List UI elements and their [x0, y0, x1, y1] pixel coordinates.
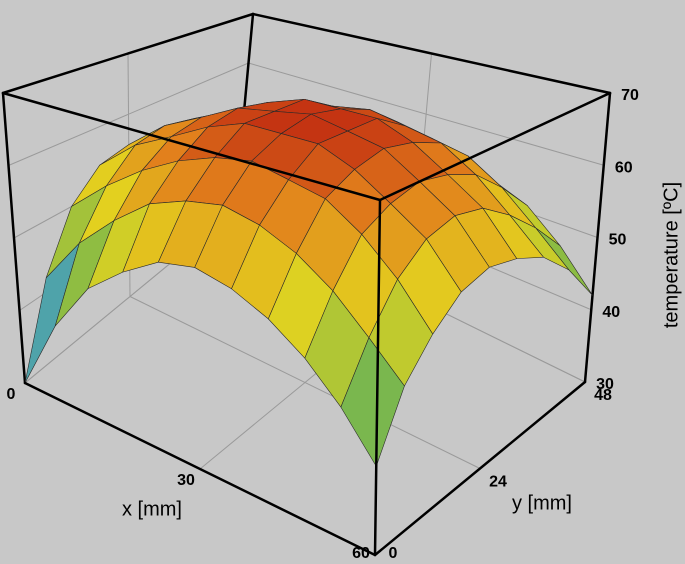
- x-axis-label: x [mm]: [122, 498, 182, 520]
- x-tick-label: 60: [352, 545, 370, 562]
- box-edge: [583, 91, 612, 384]
- y-tick-label: 48: [594, 387, 612, 404]
- x-tick-label: 0: [7, 386, 16, 403]
- box-edge: [23, 381, 377, 557]
- box-edge: [251, 12, 612, 95]
- z-tick-label: 40: [602, 304, 620, 321]
- y-grid-line: [129, 296, 481, 469]
- z-tick-label: 70: [621, 87, 639, 104]
- y-tick-label: 24: [489, 474, 507, 491]
- box-edge: [1, 91, 382, 202]
- y-axis-label: y [mm]: [512, 492, 572, 514]
- surface-patch: [340, 337, 405, 467]
- y-tick-label: 0: [389, 545, 398, 562]
- z-tick-label: 60: [615, 159, 633, 176]
- z-axis-label: temperature [ºC]: [660, 182, 682, 328]
- surface: [24, 98, 593, 467]
- box-edge: [1, 91, 27, 385]
- box-edge: [373, 380, 587, 557]
- box-edge: [1, 12, 255, 95]
- box-edge: [378, 91, 612, 202]
- z-tick-label: 30: [596, 376, 614, 393]
- x-tick-label: 30: [177, 472, 195, 489]
- box-edge: [373, 198, 382, 557]
- z-tick-label: 50: [609, 232, 627, 249]
